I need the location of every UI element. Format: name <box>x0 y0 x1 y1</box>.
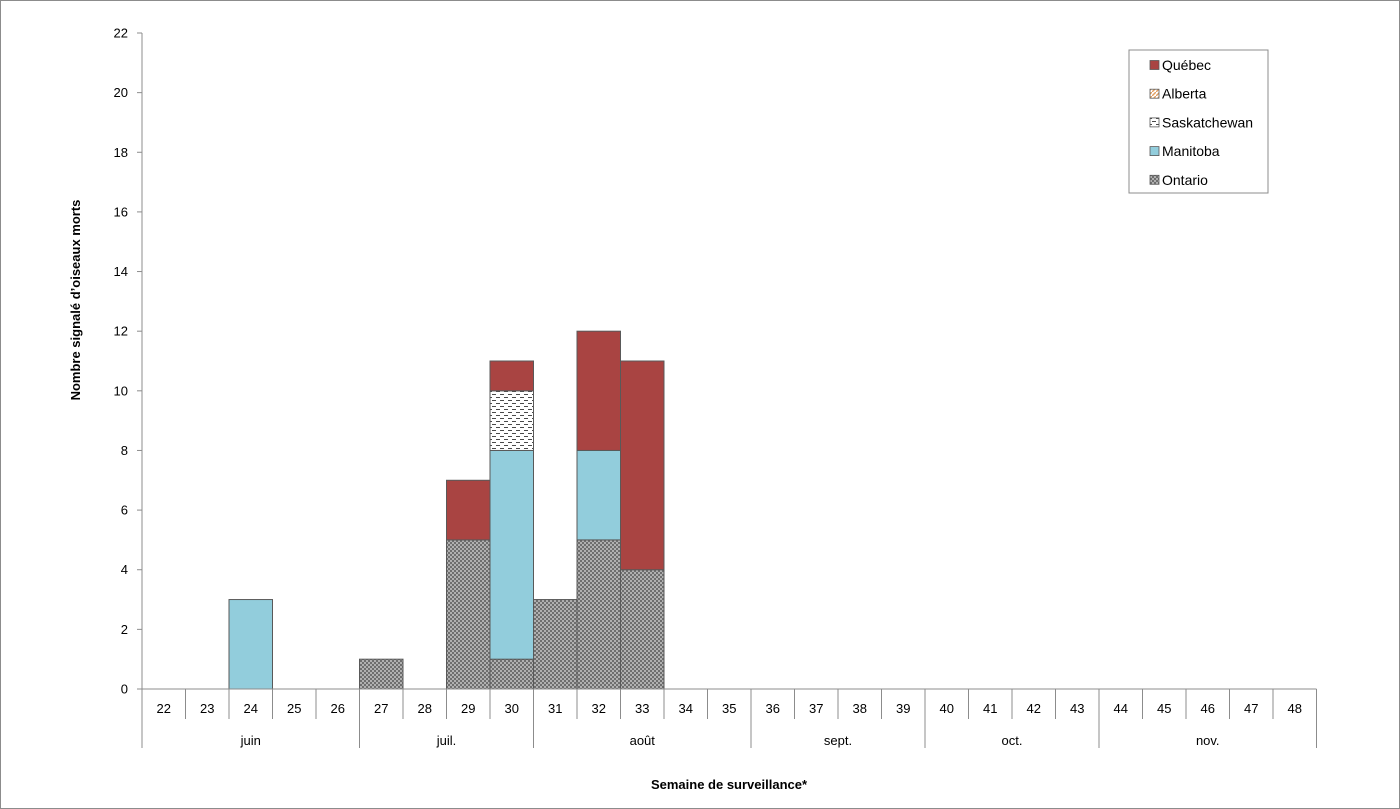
bar-segment-ontario <box>489 658 534 690</box>
y-tick-label: 20 <box>114 85 128 100</box>
bar-segment-qubec <box>576 330 621 451</box>
x-tick-label: 48 <box>1288 701 1302 716</box>
x-tick-label: 40 <box>940 701 954 716</box>
bar-segment-qubec <box>489 360 534 392</box>
y-tick-label: 22 <box>114 26 128 41</box>
y-tick-label: 10 <box>114 383 128 398</box>
y-tick-label: 0 <box>121 682 128 697</box>
x-tick-label: 22 <box>157 701 171 716</box>
x-tick-label: 23 <box>200 701 214 716</box>
legend-label: Alberta <box>1162 86 1207 102</box>
y-tick-label: 2 <box>121 622 128 637</box>
month-label: sept. <box>824 733 852 748</box>
x-tick-label: 32 <box>592 701 606 716</box>
x-tick-label: 24 <box>244 701 258 716</box>
x-tick-label: 36 <box>766 701 780 716</box>
bar-segment-ontario <box>620 569 665 690</box>
bar-segment-ontario <box>533 599 578 690</box>
x-tick-label: 35 <box>722 701 736 716</box>
x-tick-label: 43 <box>1070 701 1084 716</box>
x-tick-label: 26 <box>331 701 345 716</box>
y-tick-label: 18 <box>114 145 128 160</box>
y-tick-label: 4 <box>121 562 128 577</box>
legend: Québec Alberta Saskatchewan Manitoba Ontario <box>1128 49 1269 194</box>
legend-swatch <box>1149 117 1160 128</box>
legend-swatch <box>1149 60 1160 70</box>
y-tick-label: 12 <box>114 324 128 339</box>
bar-segment-ontario <box>359 658 404 690</box>
x-tick-label: 41 <box>983 701 997 716</box>
bar-segment-qubec <box>446 479 491 541</box>
month-label: juil. <box>436 733 457 748</box>
legend-label: Ontario <box>1162 172 1208 188</box>
x-tick-label: 38 <box>853 701 867 716</box>
legend-swatch <box>1149 146 1160 157</box>
y-tick-label: 8 <box>121 443 128 458</box>
legend-label: Manitoba <box>1162 143 1220 159</box>
month-label: août <box>630 733 656 748</box>
x-tick-label: 30 <box>505 701 519 716</box>
x-tick-label: 28 <box>418 701 432 716</box>
x-tick-label: 29 <box>461 701 475 716</box>
bar-segment-manitoba <box>489 449 534 660</box>
bar-segment-saskatchewan <box>489 390 534 451</box>
month-label: oct. <box>1002 733 1023 748</box>
x-tick-label: 25 <box>287 701 301 716</box>
bars <box>228 330 665 690</box>
x-axis: 22 23 24 25 26 27 28 29 30 31 32 33 34 35 36 37 38 39 40 41… <box>141 688 1317 748</box>
y-tick-label: 6 <box>121 503 128 518</box>
x-tick-label: 37 <box>809 701 823 716</box>
y-tick-label: 14 <box>114 264 128 279</box>
x-tick-label: 42 <box>1027 701 1041 716</box>
x-tick-label: 27 <box>374 701 388 716</box>
month-label: juin <box>240 733 261 748</box>
x-tick-label: 33 <box>635 701 649 716</box>
bar-segment-manitoba <box>228 599 273 690</box>
x-tick-label: 45 <box>1157 701 1171 716</box>
legend-swatch <box>1149 174 1160 185</box>
x-tick-label: 47 <box>1244 701 1258 716</box>
y-tick-label: 16 <box>114 204 128 219</box>
legend-swatch <box>1149 88 1160 99</box>
month-label: nov. <box>1196 733 1220 748</box>
x-axis-title: Semaine de surveillance* <box>651 777 808 792</box>
x-tick-label: 39 <box>896 701 910 716</box>
bar-segment-ontario <box>446 539 491 690</box>
x-tick-label: 34 <box>679 701 693 716</box>
x-tick-label: 44 <box>1114 701 1128 716</box>
bar-segment-qubec <box>620 360 665 571</box>
legend-label: Saskatchewan <box>1162 114 1253 130</box>
bar-segment-ontario <box>576 539 621 690</box>
y-axis: 0 2 4 6 8 10 12 14 16 18 20 22 <box>114 26 143 697</box>
legend-label: Québec <box>1162 57 1211 73</box>
y-axis-title: Nombre signalé d’oiseaux morts <box>68 200 83 401</box>
x-tick-label: 31 <box>548 701 562 716</box>
bar-segment-manitoba <box>576 449 621 541</box>
x-tick-label: 46 <box>1201 701 1215 716</box>
